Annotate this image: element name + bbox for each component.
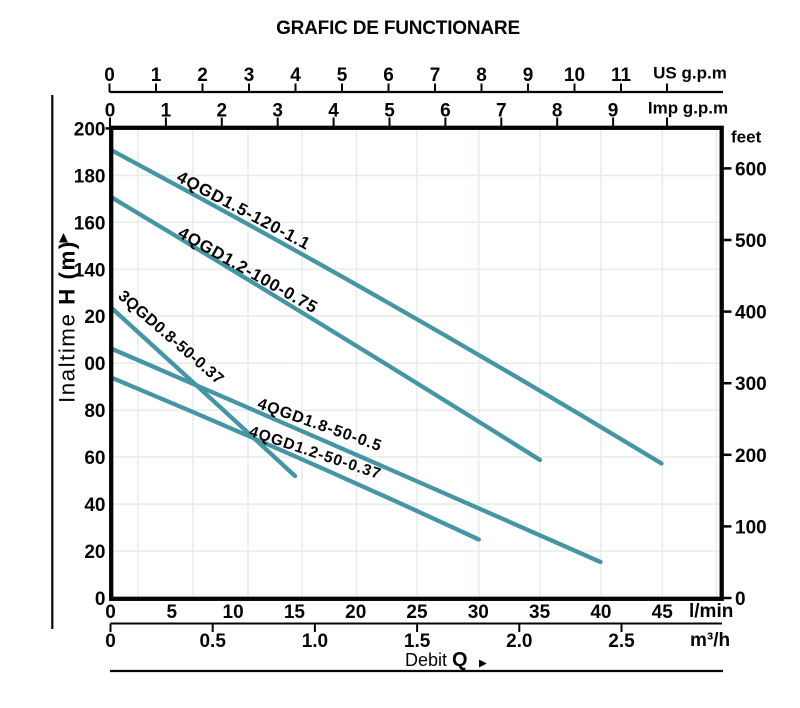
svg-text:2.0: 2.0 xyxy=(506,631,532,652)
svg-text:00: 00 xyxy=(84,354,105,375)
svg-text:0: 0 xyxy=(105,631,116,652)
svg-text:m³/h: m³/h xyxy=(690,630,730,651)
svg-text:2: 2 xyxy=(217,101,228,122)
svg-text:8: 8 xyxy=(552,101,563,122)
svg-text:9: 9 xyxy=(523,65,534,86)
svg-text:0: 0 xyxy=(104,65,115,86)
svg-text:140: 140 xyxy=(74,260,106,281)
svg-text:300: 300 xyxy=(735,374,767,395)
svg-text:2: 2 xyxy=(197,65,208,86)
svg-text:7: 7 xyxy=(496,101,507,122)
svg-text:30: 30 xyxy=(468,602,489,623)
svg-text:5: 5 xyxy=(384,101,395,122)
svg-text:1.0: 1.0 xyxy=(302,631,328,652)
svg-text:20: 20 xyxy=(84,307,105,328)
svg-text:10: 10 xyxy=(223,602,244,623)
svg-text:500: 500 xyxy=(735,231,767,252)
svg-text:l/min: l/min xyxy=(689,601,733,622)
svg-text:200: 200 xyxy=(735,446,767,467)
svg-text:GRAFIC DE FUNCTIONARE: GRAFIC DE FUNCTIONARE xyxy=(276,18,520,39)
svg-text:Inaltime H (m): Inaltime H (m) xyxy=(55,240,80,403)
svg-text:10: 10 xyxy=(564,65,585,86)
svg-text:4: 4 xyxy=(328,101,339,122)
svg-text:100: 100 xyxy=(735,517,767,538)
svg-text:20: 20 xyxy=(84,542,105,563)
svg-text:40: 40 xyxy=(84,495,105,516)
svg-text:Debit Q: Debit Q xyxy=(405,649,468,671)
svg-text:7: 7 xyxy=(430,65,441,86)
svg-text:2.5: 2.5 xyxy=(608,631,635,652)
svg-text:1: 1 xyxy=(151,65,162,86)
svg-text:5: 5 xyxy=(167,602,178,623)
svg-text:40: 40 xyxy=(590,602,611,623)
svg-text:Imp g.p.m: Imp g.p.m xyxy=(648,99,728,118)
svg-text:160: 160 xyxy=(74,213,106,234)
svg-text:0.5: 0.5 xyxy=(199,631,226,652)
svg-text:20: 20 xyxy=(345,602,366,623)
svg-text:3: 3 xyxy=(272,101,283,122)
svg-text:8: 8 xyxy=(476,65,487,86)
svg-text:0: 0 xyxy=(735,589,746,610)
svg-text:9: 9 xyxy=(608,101,619,122)
svg-text:5: 5 xyxy=(337,65,348,86)
svg-text:25: 25 xyxy=(406,602,428,623)
svg-text:60: 60 xyxy=(84,448,105,469)
svg-text:0: 0 xyxy=(105,101,116,122)
svg-text:US g.p.m: US g.p.m xyxy=(653,64,727,83)
svg-text:200: 200 xyxy=(74,119,106,140)
svg-text:0: 0 xyxy=(95,589,106,610)
svg-text:1.5: 1.5 xyxy=(404,631,431,652)
svg-text:11: 11 xyxy=(611,65,632,86)
svg-text:35: 35 xyxy=(529,602,551,623)
svg-text:6: 6 xyxy=(440,101,451,122)
svg-text:180: 180 xyxy=(74,166,106,187)
svg-text:15: 15 xyxy=(284,602,306,623)
svg-text:400: 400 xyxy=(735,303,767,324)
svg-text:3: 3 xyxy=(244,65,255,86)
svg-text:80: 80 xyxy=(84,401,105,422)
svg-text:4: 4 xyxy=(290,65,301,86)
svg-text:1: 1 xyxy=(161,101,172,122)
svg-text:45: 45 xyxy=(652,602,674,623)
svg-text:6: 6 xyxy=(383,65,394,86)
svg-text:600: 600 xyxy=(735,159,767,180)
svg-text:0: 0 xyxy=(105,602,116,623)
svg-text:feet: feet xyxy=(731,128,762,147)
